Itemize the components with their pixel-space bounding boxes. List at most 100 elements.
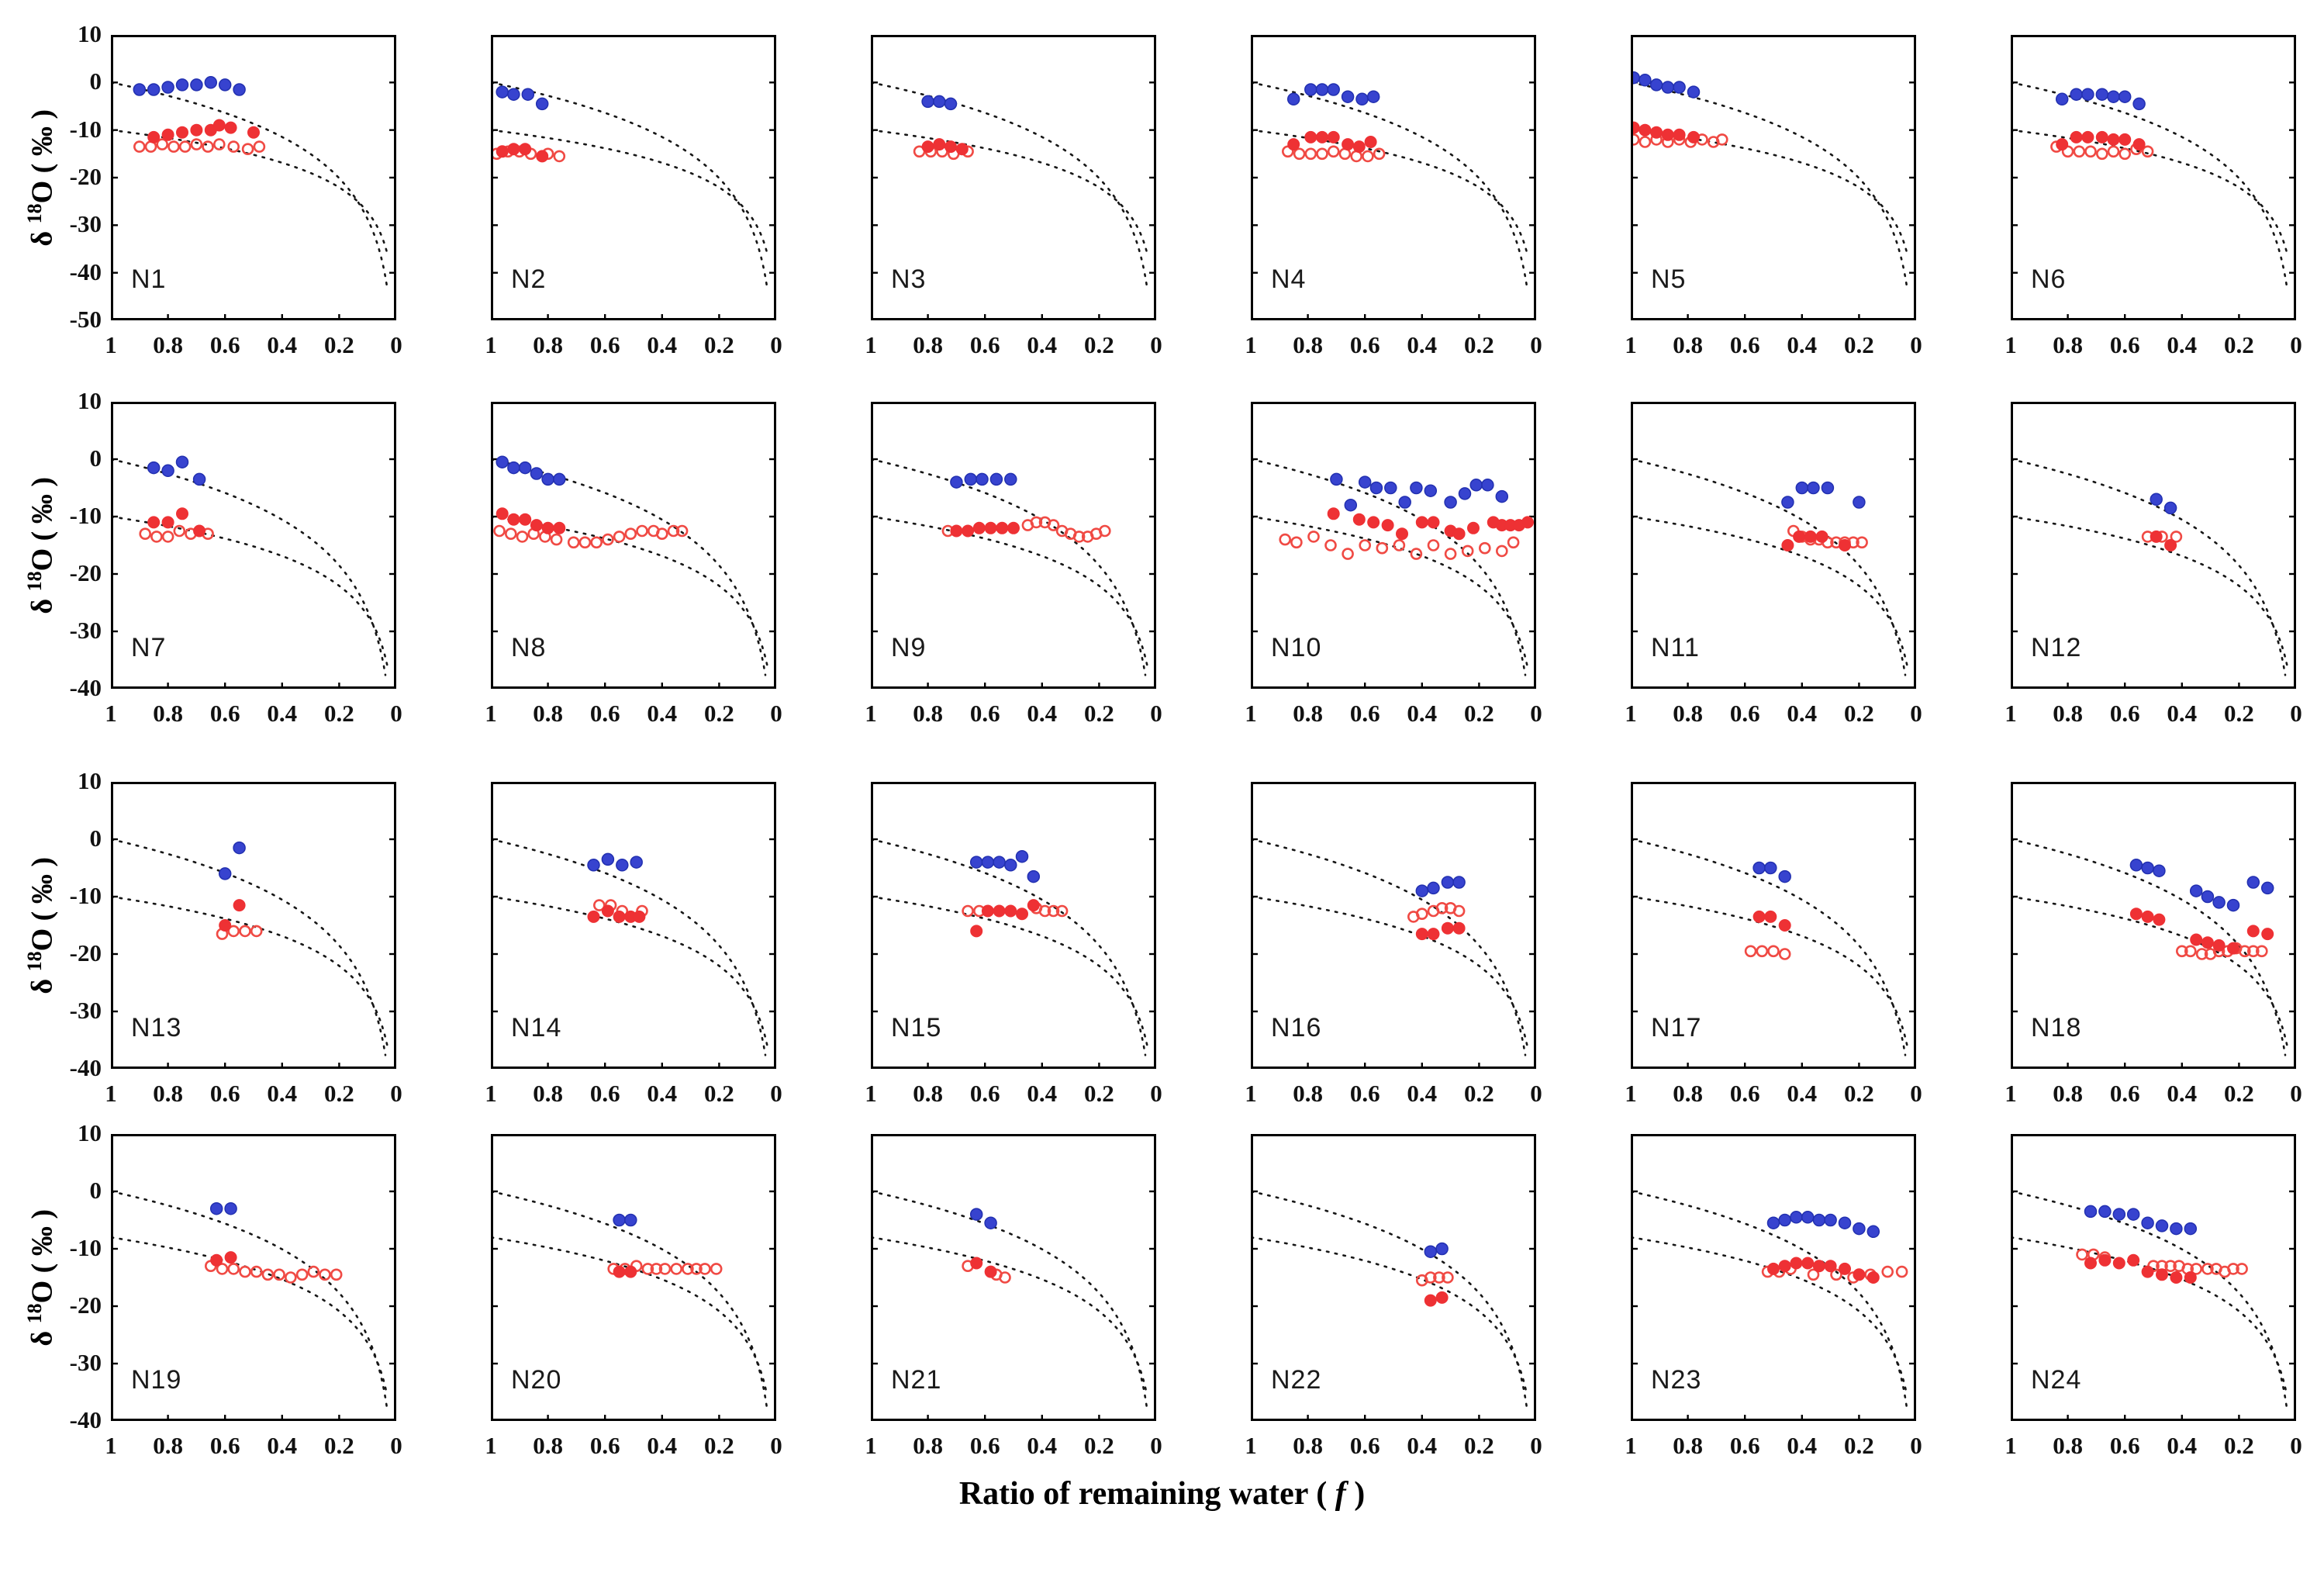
x-tick-label: 1	[485, 700, 497, 727]
rayleigh-curve-upper	[491, 1190, 768, 1410]
x-tick-label: 1	[105, 1432, 117, 1459]
x-tick-label: 0.4	[647, 331, 678, 358]
plot-border	[871, 402, 1156, 689]
x-tick-labels-N10: 1 0.8 0.6 0.4 0.2 0	[1245, 700, 1542, 738]
subplot-plot-area	[491, 1134, 776, 1421]
x-tick-labels-N14: 1 0.8 0.6 0.4 0.2 0	[485, 1080, 782, 1118]
subplot-label-N7: N7	[131, 633, 167, 662]
x-tick-label: 0.4	[1027, 1080, 1058, 1107]
series-red-open	[1281, 145, 1386, 163]
y-tick-label: 0	[89, 1177, 102, 1204]
x-tick-label: 0.6	[969, 700, 1000, 727]
y-tick-label: -10	[69, 115, 102, 143]
x-tick-labels-N18: 1 0.8 0.6 0.4 0.2 0	[2005, 1080, 2302, 1118]
subplot-label-N21: N21	[891, 1365, 942, 1395]
subplot-label-N17: N17	[1651, 1013, 1702, 1042]
series-red-open	[1416, 1271, 1454, 1287]
x-tick-label: 0.2	[324, 331, 354, 358]
rayleigh-curve-upper	[2011, 81, 2288, 289]
subplot-plot-area	[2011, 782, 2296, 1069]
y-tick-label: -50	[69, 306, 102, 333]
y-tick-label: -40	[69, 1406, 102, 1433]
x-tick-label: 0.4	[1027, 331, 1058, 358]
rayleigh-curve-upper	[2011, 1190, 2288, 1410]
y-tick-label: 10	[78, 767, 102, 794]
plot-border	[491, 1134, 776, 1421]
x-tick-label: 0.2	[2224, 700, 2254, 727]
y-tick-label: 0	[89, 825, 102, 852]
subplot-label-N6: N6	[2031, 264, 2067, 294]
subplot-label-N16: N16	[1271, 1013, 1322, 1042]
plot-border	[1631, 35, 1916, 320]
subplot-plot-area	[1631, 782, 1916, 1069]
rayleigh-curve-upper	[1631, 458, 1907, 676]
x-tick-label: 0.2	[2224, 331, 2254, 358]
subplot-label-N15: N15	[891, 1013, 942, 1042]
x-tick-label: 0.8	[533, 331, 563, 358]
series-red-filled	[613, 1265, 637, 1278]
x-tick-label: 1	[865, 331, 877, 358]
subplot-N20	[491, 1134, 776, 1421]
subplot-plot-area	[1251, 782, 1536, 1069]
x-tick-labels-N12: 1 0.8 0.6 0.4 0.2 0	[2005, 700, 2302, 738]
series-blue-filled	[147, 455, 206, 486]
x-axis-title-suffix: )	[1345, 1476, 1366, 1512]
plot-border	[2011, 35, 2296, 320]
x-tick-labels-N24: 1 0.8 0.6 0.4 0.2 0	[2005, 1432, 2302, 1471]
x-tick-label: 1	[2005, 331, 2017, 358]
x-tick-label: 0.8	[1673, 1432, 1703, 1459]
x-tick-label: 0.6	[2109, 1080, 2140, 1107]
subplot-label-N11: N11	[1651, 633, 1700, 662]
rayleigh-curve-upper	[2011, 838, 2287, 1056]
x-tick-label: 1	[1625, 331, 1637, 358]
x-tick-label: 0.4	[1407, 1432, 1438, 1459]
y-axis-title-part: δ	[26, 1323, 59, 1347]
x-tick-label: 0.4	[1787, 1432, 1818, 1459]
x-tick-labels-N20: 1 0.8 0.6 0.4 0.2 0	[485, 1432, 782, 1471]
subplot-N24	[2011, 1134, 2296, 1421]
x-tick-label: 0.4	[1407, 700, 1438, 727]
x-tick-label: 0.2	[324, 700, 354, 727]
x-tick-label: 0.2	[1844, 700, 1874, 727]
series-red-open	[1279, 531, 1520, 560]
x-tick-label: 0	[1910, 1080, 1922, 1107]
x-tick-label: 0.2	[1464, 1080, 1494, 1107]
series-blue-filled	[2055, 88, 2146, 111]
y-axis-title-part: δ	[26, 971, 59, 994]
y-tick-label: 10	[78, 20, 102, 47]
series-blue-filled	[1631, 71, 1701, 99]
x-tick-label: 0	[770, 1080, 782, 1107]
x-tick-label: 0.2	[2224, 1432, 2254, 1459]
rayleigh-curve-upper	[111, 838, 387, 1056]
x-tick-label: 0.8	[1293, 700, 1323, 727]
subplot-N11	[1631, 402, 1916, 689]
series-blue-filled	[969, 1208, 997, 1229]
x-tick-label: 0.8	[1293, 331, 1323, 358]
y-tick-label: -40	[69, 1054, 102, 1081]
rayleigh-curve-lower	[1251, 129, 1528, 254]
x-tick-labels-N1: 1 0.8 0.6 0.4 0.2 0	[105, 331, 402, 370]
x-tick-label: 0	[1530, 331, 1542, 358]
x-tick-label: 0.8	[2053, 1080, 2083, 1107]
plot-border	[111, 402, 396, 689]
x-tick-label: 0.4	[2167, 331, 2198, 358]
x-tick-label: 0.4	[1787, 1080, 1818, 1107]
subplot-plot-area	[111, 782, 396, 1069]
subplot-label-N20: N20	[511, 1365, 562, 1395]
series-red-open	[493, 524, 689, 549]
subplot-plot-area	[871, 1134, 1156, 1421]
x-tick-label: 0.2	[324, 1080, 354, 1107]
x-tick-label: 0.2	[1464, 1432, 1494, 1459]
x-tick-label: 0.8	[153, 331, 183, 358]
subplot-label-N9: N9	[891, 633, 927, 662]
x-tick-label: 0.6	[1729, 1432, 1760, 1459]
rayleigh-curve-upper	[1251, 81, 1528, 289]
x-tick-label: 0.6	[969, 331, 1000, 358]
subplot-plot-area	[491, 35, 776, 320]
y-tick-label: -20	[69, 559, 102, 586]
y-tick-label: -30	[69, 210, 102, 238]
series-blue-filled	[613, 1213, 637, 1227]
x-tick-label: 0.6	[2109, 331, 2140, 358]
series-blue-filled	[2084, 1205, 2198, 1236]
